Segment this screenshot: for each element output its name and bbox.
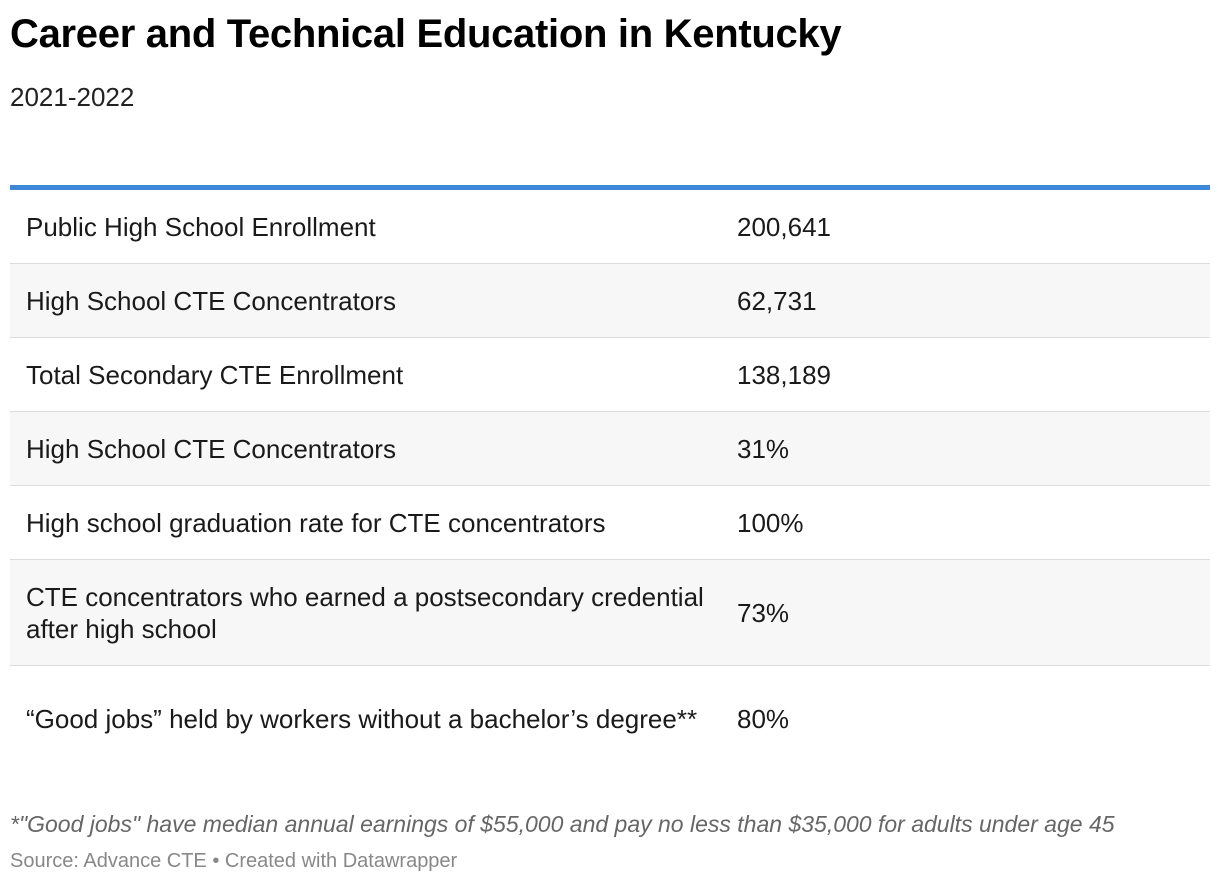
row-label: CTE concentrators who earned a postsecon… [26, 581, 704, 644]
source-line: Source: Advance CTE • Created with Dataw… [10, 850, 458, 872]
row-value: 31% [737, 433, 790, 464]
table-row: High School CTE Concentrators 31% [10, 412, 1210, 486]
row-value: 100% [737, 507, 804, 538]
table-row: “Good jobs” held by workers without a ba… [10, 666, 1210, 772]
chart-title: Career and Technical Education in Kentuc… [10, 12, 842, 56]
row-value: 73% [737, 597, 790, 628]
table-row: CTE concentrators who earned a postsecon… [10, 560, 1210, 666]
table-row: High school graduation rate for CTE conc… [10, 486, 1210, 560]
row-value: 80% [737, 704, 790, 734]
row-label: High School CTE Concentrators [26, 433, 396, 464]
row-label: “Good jobs” held by workers without a ba… [26, 704, 698, 734]
row-value: 138,189 [737, 359, 831, 390]
row-value: 200,641 [737, 211, 831, 242]
table-row: High School CTE Concentrators 62,731 [10, 264, 1210, 338]
row-label: Total Secondary CTE Enrollment [26, 359, 404, 390]
footnote: *"Good jobs" have median annual earnings… [10, 811, 1115, 837]
chart-subtitle: 2021-2022 [10, 82, 135, 112]
table-row: Public High School Enrollment 200,641 [10, 190, 1210, 264]
row-label: High school graduation rate for CTE conc… [26, 507, 606, 538]
row-label: Public High School Enrollment [26, 211, 376, 242]
row-label: High School CTE Concentrators [26, 285, 396, 316]
table-row: Total Secondary CTE Enrollment 138,189 [10, 338, 1210, 412]
row-value: 62,731 [737, 285, 817, 316]
data-table: Public High School Enrollment 200,641 Hi… [10, 185, 1210, 772]
